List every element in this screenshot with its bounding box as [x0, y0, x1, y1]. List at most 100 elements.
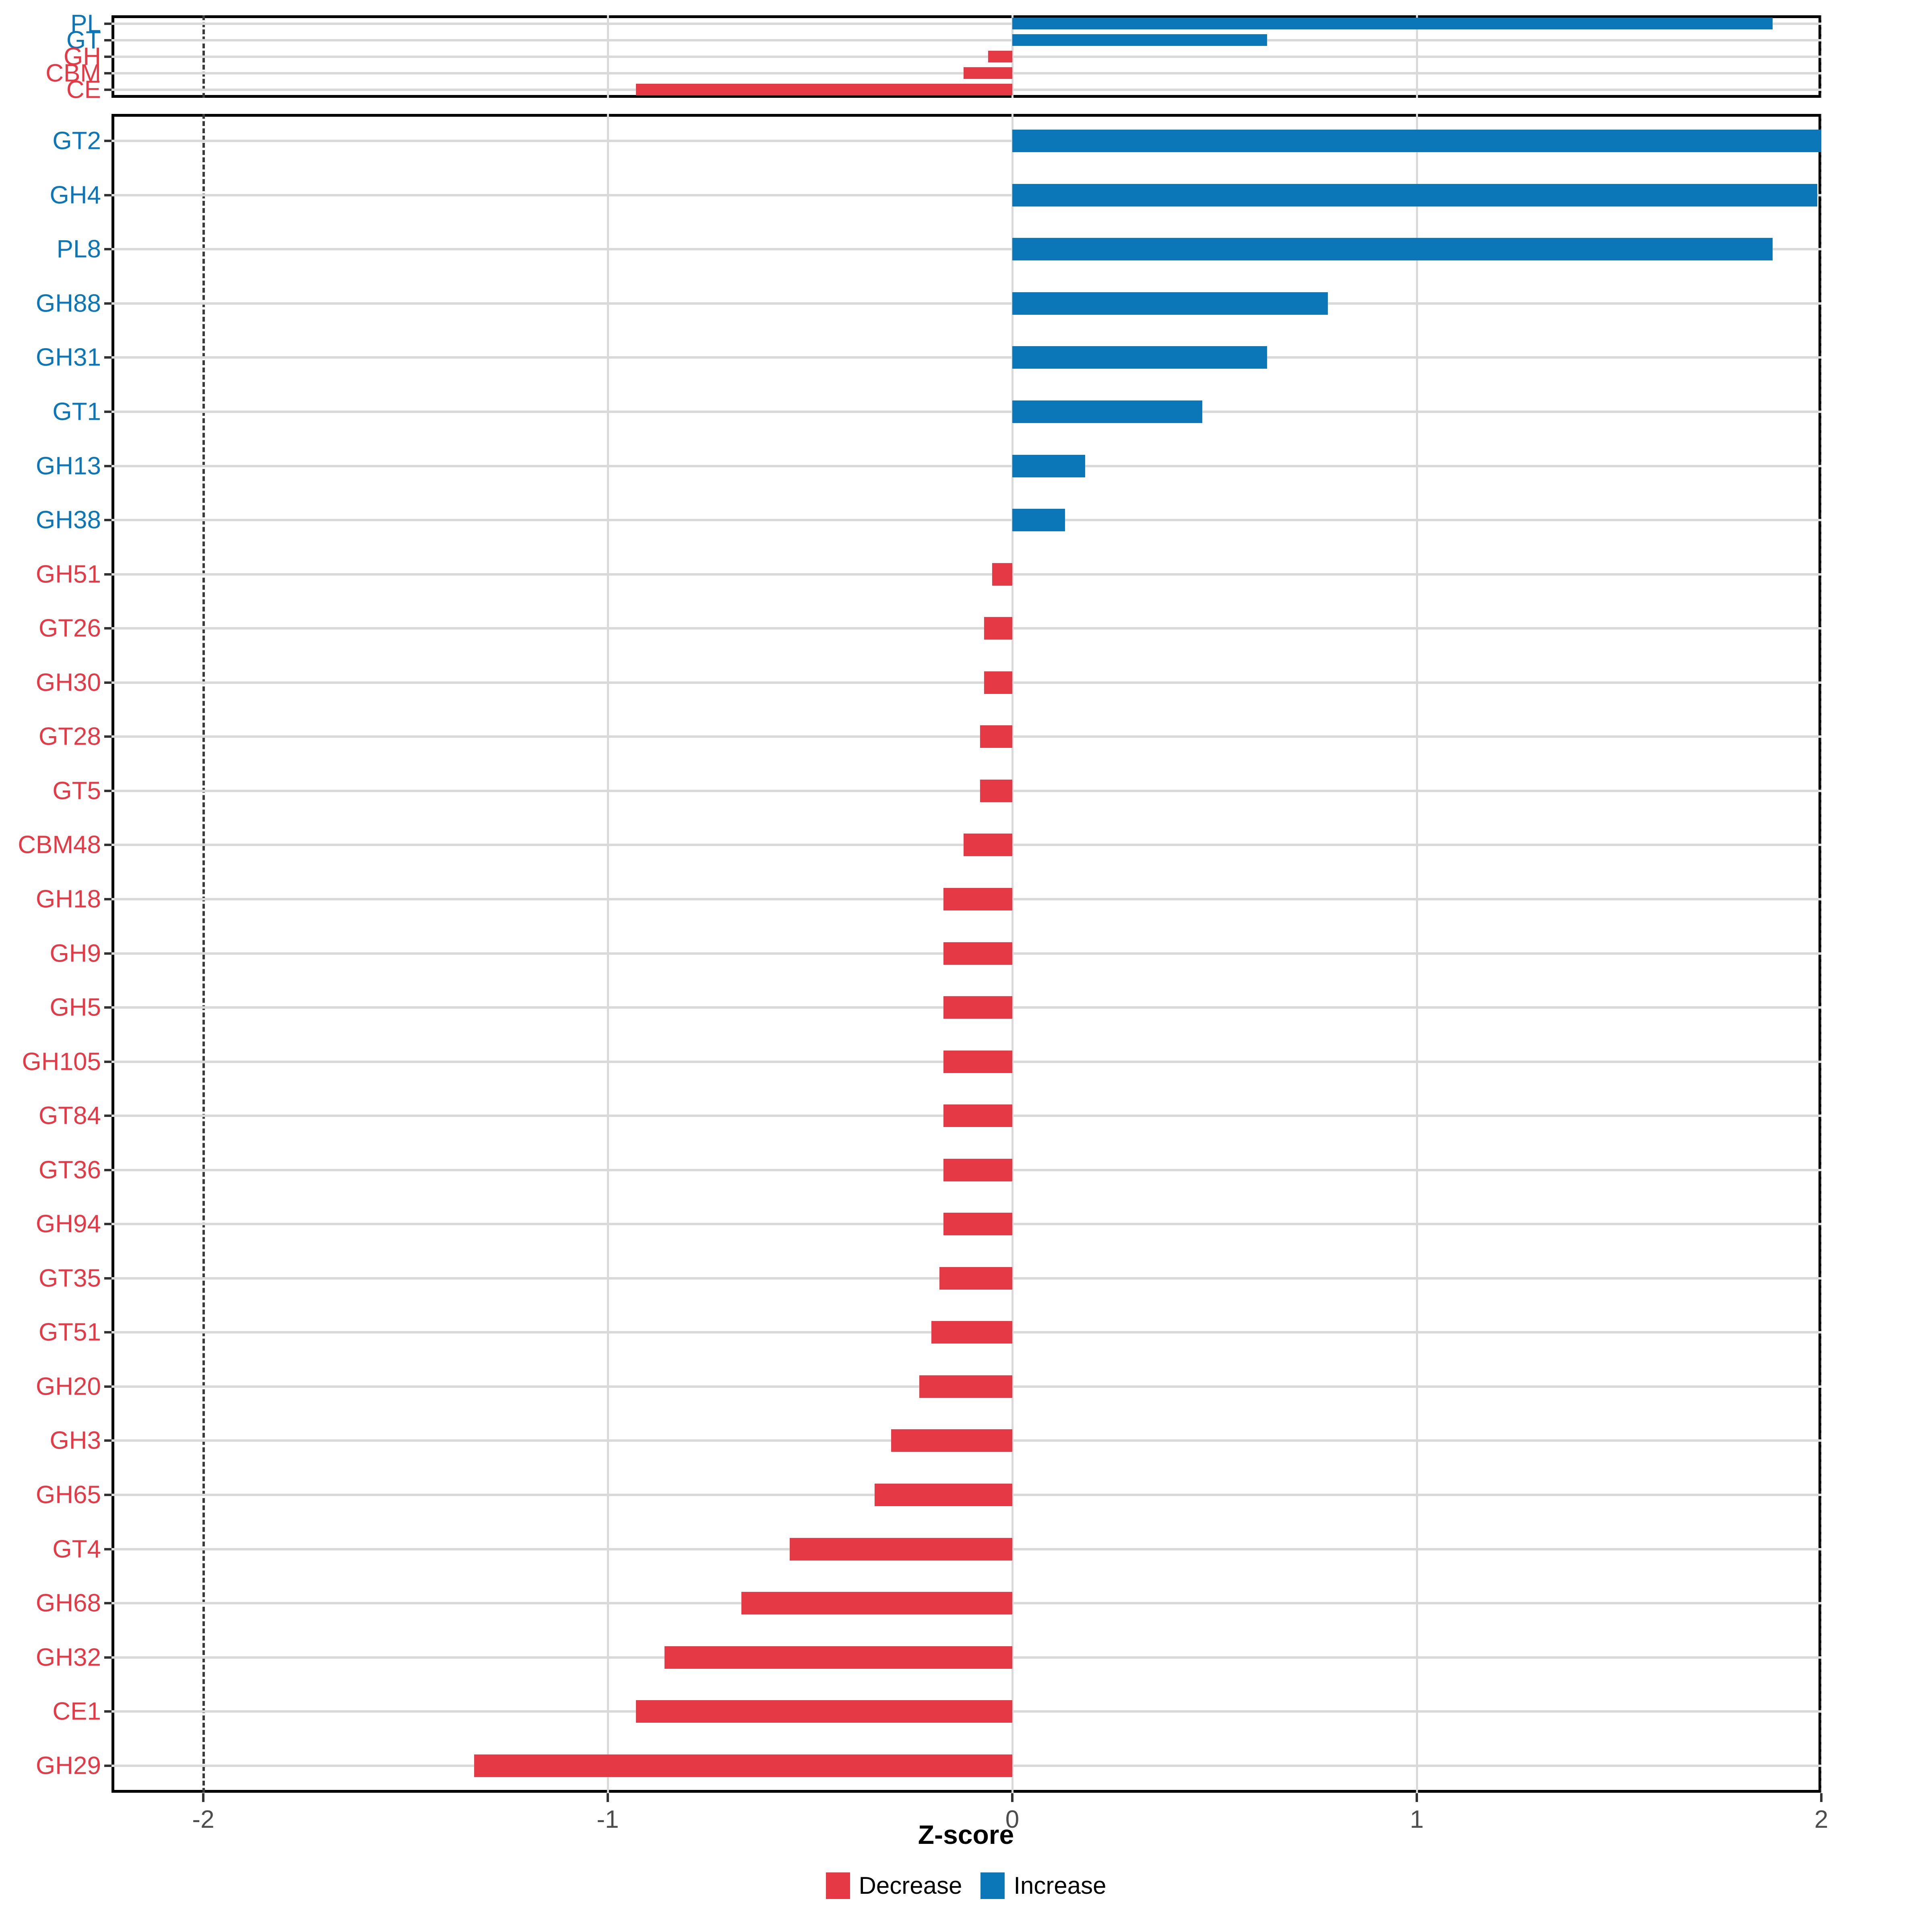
x-axis-tick [1820, 1793, 1823, 1802]
y-axis-label-gh31: GH31 [36, 343, 101, 372]
y-axis-tick [104, 952, 111, 955]
horizontal-gridline [111, 356, 1821, 359]
bar-gh94 [943, 1213, 1012, 1236]
bar-gh29 [474, 1754, 1012, 1777]
y-axis-tick [104, 1168, 111, 1171]
x-axis-tick-label: 2 [1814, 1806, 1829, 1833]
legend-item-decrease: Decrease [826, 1872, 962, 1899]
bar-gh88 [1012, 292, 1328, 315]
x-axis-tick [607, 1793, 609, 1802]
y-axis-label-gh3: GH3 [50, 1426, 101, 1455]
bar-gt35 [939, 1267, 1012, 1290]
x-axis-tick [1011, 1793, 1013, 1802]
bar-gh32 [664, 1646, 1012, 1669]
y-axis-tick [104, 194, 111, 196]
y-axis-label-gt26: GT26 [38, 614, 101, 642]
horizontal-gridline [111, 519, 1821, 522]
bar-gt2 [1012, 130, 1821, 153]
horizontal-gridline [111, 194, 1821, 196]
y-axis-label-ce1: CE1 [52, 1697, 101, 1726]
x-axis-tick-label: -2 [192, 1806, 215, 1833]
y-axis-label-cbm48: CBM48 [18, 831, 101, 859]
bar-pl [1012, 17, 1773, 30]
horizontal-gridline [111, 735, 1821, 738]
bar-cbm48 [964, 834, 1012, 857]
y-axis-label-gt2: GT2 [52, 127, 101, 155]
y-axis-label-gt5: GT5 [52, 777, 101, 805]
x-axis-tick-label: 0 [1005, 1806, 1020, 1833]
cazyme-family-panel [111, 114, 1821, 1793]
plot-area-bottom [111, 114, 1821, 1793]
y-axis-label-gh32: GH32 [36, 1643, 101, 1672]
y-axis-label-gt35: GT35 [38, 1264, 101, 1292]
y-axis-tick [104, 573, 111, 576]
bar-gh31 [1012, 346, 1267, 369]
y-axis-label-gh51: GH51 [36, 560, 101, 588]
y-axis-tick [104, 39, 111, 41]
chart-legend: Decrease Increase [0, 1872, 1932, 1899]
horizontal-gridline [111, 302, 1821, 305]
y-axis-tick [104, 1385, 111, 1388]
y-axis-label-gh: GH [64, 43, 101, 70]
y-axis-tick [104, 72, 111, 74]
bar-gt28 [980, 725, 1012, 748]
bar-gt26 [984, 617, 1012, 640]
y-axis-label-gh30: GH30 [36, 669, 101, 697]
bar-gt1 [1012, 400, 1203, 423]
horizontal-gridline [111, 140, 1821, 142]
cazyme-class-panel [111, 15, 1821, 98]
bar-gh30 [984, 671, 1012, 694]
y-axis-label-gh88: GH88 [36, 289, 101, 318]
legend-label-decrease: Decrease [859, 1872, 962, 1899]
y-axis-label-gh94: GH94 [36, 1210, 101, 1238]
x-axis-tick [1416, 1793, 1418, 1802]
x-axis-tick [202, 1793, 204, 1802]
horizontal-gridline [111, 411, 1821, 413]
y-axis-tick [104, 22, 111, 25]
legend-item-increase: Increase [980, 1872, 1106, 1899]
y-axis-label-gt4: GT4 [52, 1535, 101, 1563]
y-axis-label-gh68: GH68 [36, 1589, 101, 1617]
bar-gh3 [891, 1429, 1012, 1452]
horizontal-gridline [111, 627, 1821, 630]
horizontal-gridline [111, 464, 1821, 467]
y-axis-label-gh9: GH9 [50, 939, 101, 967]
legend-swatch-increase [980, 1872, 1005, 1899]
legend-swatch-decrease [826, 1872, 850, 1899]
y-axis-label-gt51: GT51 [38, 1318, 101, 1346]
y-axis-tick [104, 1710, 111, 1713]
legend-label-increase: Increase [1013, 1872, 1106, 1899]
y-axis-tick [104, 1493, 111, 1496]
y-axis-tick [104, 789, 111, 792]
plot-area-top [111, 15, 1821, 98]
y-axis-label-gh20: GH20 [36, 1373, 101, 1401]
y-axis-label-gh105: GH105 [22, 1048, 101, 1076]
y-axis-label-pl: PL [70, 10, 101, 37]
y-axis-label-gt1: GT1 [52, 398, 101, 426]
horizontal-gridline [111, 39, 1821, 41]
horizontal-gridline [111, 789, 1821, 792]
y-axis-tick [104, 627, 111, 630]
bar-gh5 [943, 996, 1012, 1019]
bar-ce [636, 83, 1012, 96]
y-axis-tick [104, 1656, 111, 1659]
y-axis-label-gh29: GH29 [36, 1752, 101, 1780]
bar-gh9 [943, 942, 1012, 965]
bar-gh20 [919, 1375, 1012, 1398]
x-axis-title: Z-score [918, 1820, 1014, 1849]
bar-ce1 [636, 1700, 1012, 1723]
y-axis-tick [104, 898, 111, 900]
y-axis-label-gt28: GT28 [38, 722, 101, 751]
horizontal-gridline [111, 573, 1821, 576]
y-axis-tick [104, 411, 111, 413]
bar-gt51 [931, 1321, 1012, 1344]
horizontal-gridline [111, 248, 1821, 251]
bar-gh13 [1012, 454, 1085, 477]
y-axis-tick [104, 1006, 111, 1009]
horizontal-gridline [111, 55, 1821, 58]
bar-gh18 [943, 888, 1012, 910]
y-axis-label-gt36: GT36 [38, 1156, 101, 1184]
bar-gt84 [943, 1104, 1012, 1127]
horizontal-gridline [111, 681, 1821, 684]
